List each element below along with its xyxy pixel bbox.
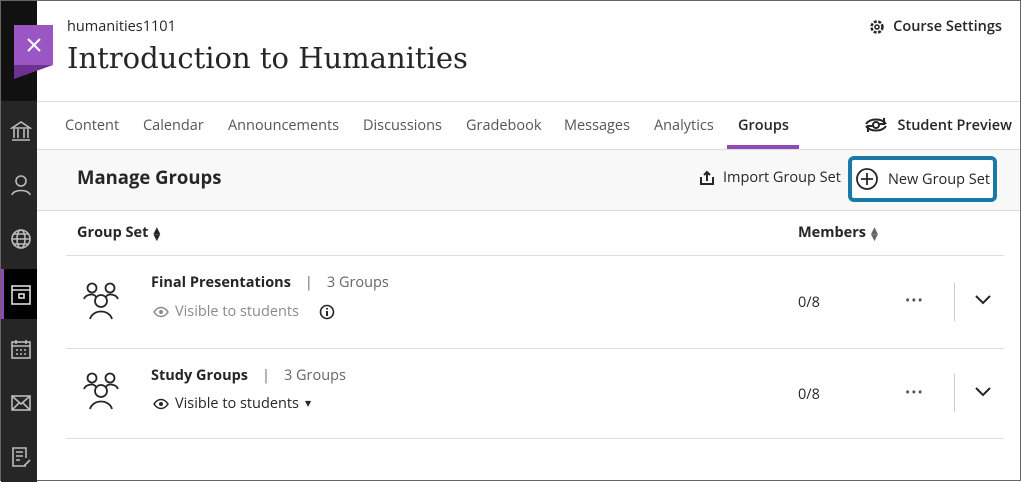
globe-icon[interactable] (9, 227, 33, 251)
close-course-button[interactable] (14, 25, 53, 79)
import-label: Import Group Set (723, 168, 841, 187)
upload-icon (700, 170, 714, 185)
separator: | (261, 366, 270, 385)
messages-icon[interactable] (9, 391, 33, 415)
members-count: 0/8 (798, 293, 820, 312)
student-preview-label: Student Preview (897, 115, 1012, 135)
page-title: Introduction to Humanities (67, 41, 468, 75)
group-icon (83, 372, 119, 410)
course-settings-label: Course Settings (893, 17, 1002, 36)
student-preview-icon (865, 118, 888, 132)
tab-groups[interactable]: Groups (738, 116, 789, 135)
info-icon[interactable] (319, 304, 335, 320)
student-preview-button[interactable]: Student Preview (863, 115, 1012, 135)
grades-icon[interactable] (9, 445, 33, 469)
col-header-group-set: Group Set (77, 223, 149, 242)
calendar-icon[interactable] (9, 337, 33, 361)
course-code: humanities1101 (67, 17, 176, 36)
active-nav-indicator (1, 269, 37, 319)
group-set-name[interactable]: Study Groups (151, 366, 248, 385)
active-tab-underline (727, 145, 799, 149)
institution-icon[interactable] (9, 119, 33, 143)
sort-icon: ▲ ▼ (871, 222, 878, 243)
divider (66, 348, 1004, 349)
gear-icon (870, 19, 884, 34)
separator: | (304, 273, 313, 292)
sort-icon: ▲ ▼ (153, 222, 161, 243)
sort-group-set[interactable]: Group Set ▲ ▼ (77, 223, 160, 242)
visibility-label: Visible to students (175, 302, 299, 321)
course-tabs: Content Calendar Announcements Discussio… (37, 101, 1020, 150)
courses-icon[interactable] (9, 283, 33, 307)
tab-discussions[interactable]: Discussions (363, 116, 442, 135)
tab-gradebook[interactable]: Gradebook (466, 116, 542, 135)
visibility-dropdown[interactable]: Visible to students ▼ (153, 394, 311, 413)
close-icon (26, 38, 41, 52)
group-count: 3 Groups (283, 366, 346, 385)
caret-down-icon: ▼ (304, 398, 312, 409)
section-title: Manage Groups (77, 165, 222, 190)
chevron-down-icon[interactable] (974, 294, 992, 306)
tab-messages[interactable]: Messages (564, 116, 630, 135)
group-count: 3 Groups (326, 273, 389, 292)
divider (66, 255, 1004, 256)
eye-icon (153, 398, 169, 409)
members-count: 0/8 (798, 385, 820, 404)
sort-members[interactable]: Members ▲ ▼ (798, 223, 878, 242)
import-group-set-button[interactable]: Import Group Set (699, 168, 841, 187)
visibility-label: Visible to students (175, 394, 299, 413)
divider (954, 374, 955, 412)
group-icon (83, 282, 119, 320)
divider (954, 283, 955, 321)
new-group-set-label: New Group Set (887, 169, 991, 189)
tab-calendar[interactable]: Calendar (143, 116, 204, 135)
more-options-icon[interactable]: ••• (905, 291, 924, 310)
tab-content[interactable]: Content (65, 116, 120, 135)
eye-icon (153, 306, 169, 317)
course-settings-button[interactable]: Course Settings (869, 17, 1002, 36)
new-group-set-button[interactable]: New Group Set (848, 156, 997, 202)
plus-circle-icon (856, 168, 878, 190)
tab-analytics[interactable]: Analytics (654, 116, 714, 135)
chevron-down-icon[interactable] (974, 386, 992, 398)
group-set-name[interactable]: Final Presentations (151, 273, 291, 292)
tab-announcements[interactable]: Announcements (228, 116, 340, 135)
more-options-icon[interactable]: ••• (905, 383, 924, 402)
profile-icon[interactable] (9, 173, 33, 197)
col-header-members: Members (798, 223, 867, 242)
divider (66, 438, 1004, 439)
